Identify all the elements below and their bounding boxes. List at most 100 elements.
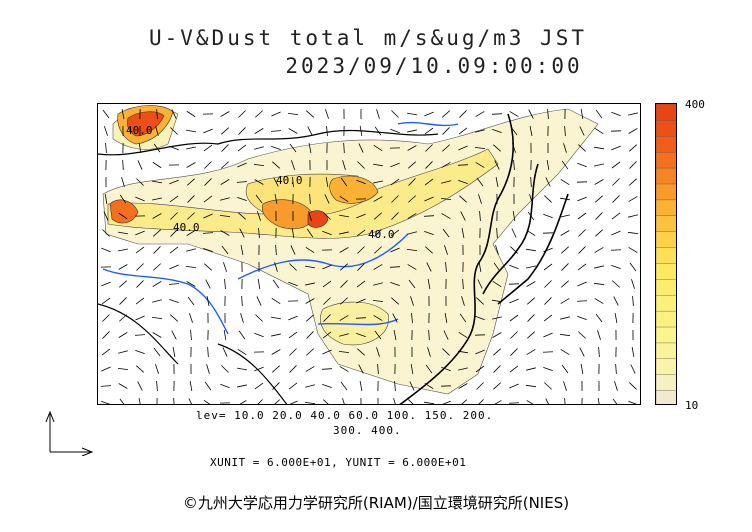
wind-arrow <box>339 366 349 372</box>
wind-arrow <box>579 347 585 357</box>
wind-arrow <box>202 232 214 234</box>
wind-arrow <box>526 367 536 371</box>
wind-arrow <box>203 128 213 134</box>
coastline <box>399 113 569 404</box>
wind-arrow <box>306 228 314 238</box>
wind-arrow <box>236 181 248 183</box>
map-timestamp: 2023/09/10.09:00:00 <box>285 54 583 78</box>
wind-arrow <box>594 179 604 185</box>
wind-arrow <box>423 401 435 404</box>
wind-arrow <box>153 143 161 153</box>
wind-arrow <box>255 110 263 118</box>
wind-arrow <box>359 381 363 391</box>
wind-arrow <box>359 126 363 136</box>
wind-arrow <box>493 382 501 390</box>
wind-arrow <box>219 214 231 218</box>
wind-arrow <box>458 145 468 151</box>
wind-arrow <box>305 298 315 304</box>
wind-arrow <box>477 279 483 289</box>
wind-arrow <box>580 364 584 374</box>
wind-arrow <box>138 143 142 153</box>
wind-arrow <box>118 280 128 288</box>
wind-arrow <box>358 364 364 374</box>
wind-arrow <box>271 146 281 150</box>
dust-hotspot-5 <box>329 175 379 204</box>
wind-arrow <box>593 146 605 150</box>
wind-arrow <box>543 247 553 253</box>
wind-arrow <box>339 333 349 337</box>
wind-arrow <box>238 110 246 118</box>
wind-arrow <box>561 280 569 288</box>
wind-arrow <box>458 383 468 389</box>
wind-arrow <box>339 247 349 253</box>
wind-arrow <box>547 108 549 120</box>
wind-arrow <box>152 332 162 338</box>
wind-arrow <box>102 109 110 119</box>
wind-arrow <box>631 347 635 357</box>
colorbar-segment <box>656 278 676 296</box>
wind-arrow <box>376 347 380 357</box>
wind-arrow <box>390 229 400 237</box>
wind-arrow <box>630 364 636 374</box>
wind-arrow <box>119 398 125 404</box>
river-lines <box>102 121 459 335</box>
wind-arrow <box>597 398 600 404</box>
wind-arrow <box>460 211 466 221</box>
wind-arrow <box>393 330 397 340</box>
wind-arrow <box>118 212 128 220</box>
wind-arrow <box>373 264 383 270</box>
wind-arrow <box>186 146 196 150</box>
wind-arrow <box>237 144 247 152</box>
colorbar-max-label: 400 <box>685 98 705 111</box>
wind-arrow <box>475 365 485 373</box>
wind-arrow <box>526 229 536 237</box>
wind-arrow <box>526 400 534 404</box>
wind-arrow <box>475 349 485 355</box>
wind-arrow <box>135 196 145 202</box>
wind-arrow <box>444 245 448 255</box>
wind-arrow <box>152 161 162 169</box>
wind-arrow <box>628 112 638 116</box>
wind-arrow <box>564 125 566 137</box>
wind-arrow <box>441 180 451 184</box>
wind-arrow <box>155 126 159 136</box>
wind-arrow <box>305 384 315 388</box>
wind-arrow <box>102 229 110 237</box>
wind-arrow <box>629 161 637 169</box>
wind-arrow <box>476 177 484 187</box>
wind-arrow <box>595 313 603 323</box>
wind-arrow <box>187 195 195 203</box>
wind-arrow <box>478 262 482 272</box>
colorbar-segment <box>656 230 676 248</box>
wind-arrow <box>496 227 498 239</box>
wind-arrow <box>561 160 569 170</box>
wind-arrow <box>238 127 246 135</box>
wind-arrow <box>578 331 586 339</box>
wind-arrow <box>374 330 382 340</box>
wind-arrow <box>240 313 244 323</box>
wind-arrow <box>241 295 243 307</box>
wind-arrow <box>220 179 230 185</box>
wind-arrow <box>491 299 503 303</box>
wind-arrow <box>614 381 618 391</box>
wind-arrow <box>508 402 520 404</box>
wind-arrow <box>492 128 502 134</box>
wind-arrow <box>611 111 621 117</box>
wind-arrow <box>306 331 314 339</box>
wind-arrow <box>527 331 535 339</box>
wind-arrow <box>564 397 566 404</box>
wind-arrow <box>309 193 311 205</box>
wind-arrow <box>322 331 332 339</box>
wind-arrow <box>258 227 260 239</box>
wind-arrow <box>615 363 617 375</box>
colorbar-segment <box>656 183 676 201</box>
wind-arrow <box>475 129 485 133</box>
wind-arrow <box>207 346 209 358</box>
wind-arrow <box>152 299 162 303</box>
wind-arrow <box>323 297 331 305</box>
wind-arrow <box>105 142 107 154</box>
wind-arrow <box>373 196 383 202</box>
wind-arrow <box>457 350 469 354</box>
wind-arrow <box>257 211 261 221</box>
wind-arrow <box>117 367 129 371</box>
